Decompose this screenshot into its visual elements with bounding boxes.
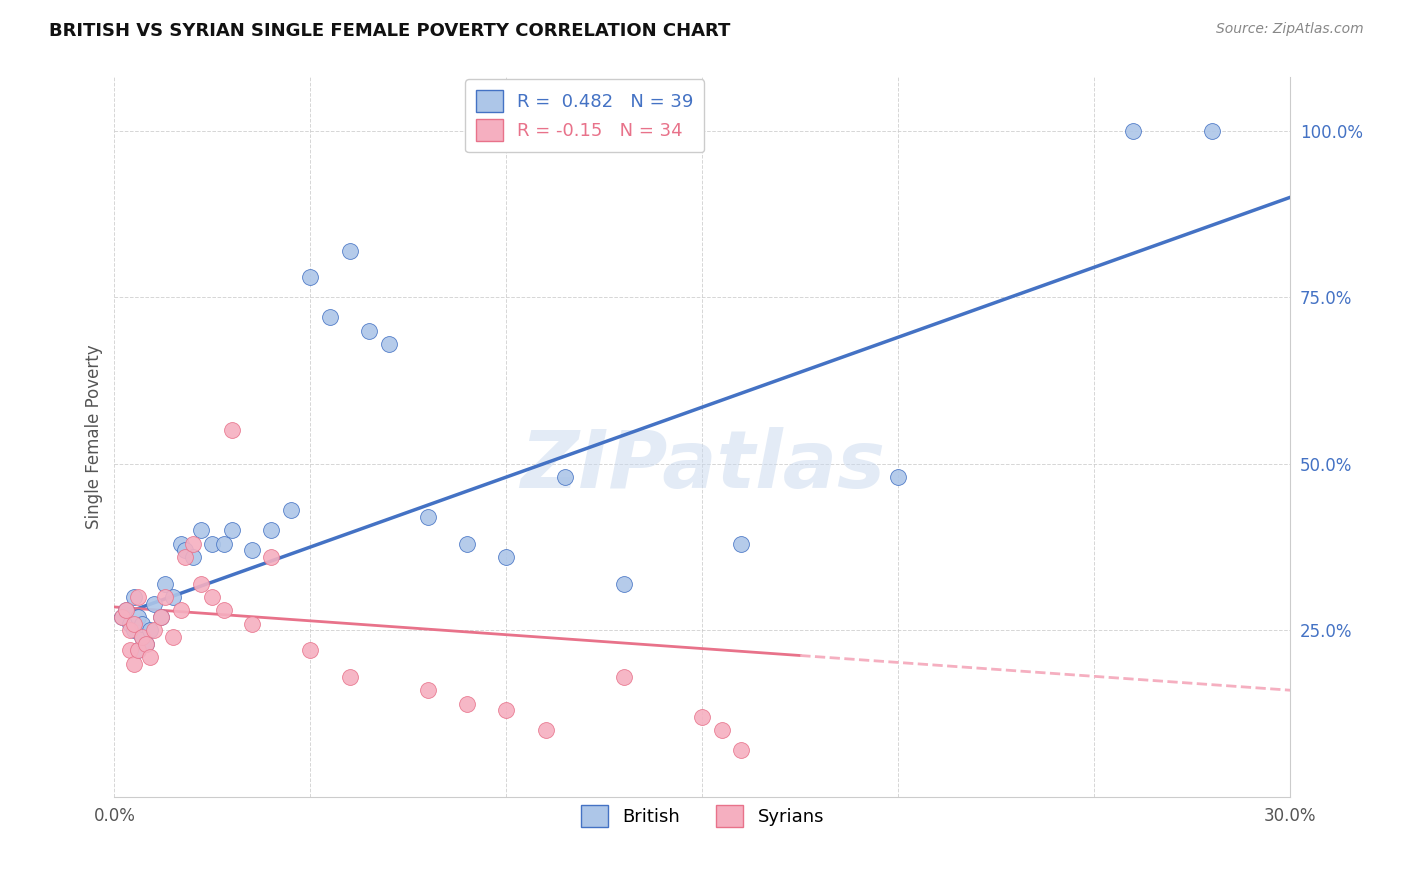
Point (1201, 124, 1223, 138)
Point (554, 470, 576, 484)
Point (122, 624, 145, 638)
Point (190, 576, 212, 591)
Point (111, 610, 134, 624)
Point (122, 590, 145, 604)
Point (122, 616, 145, 631)
Point (495, 703, 517, 717)
Point (201, 537, 224, 551)
Point (127, 590, 149, 604)
Point (170, 603, 193, 617)
Point (339, 244, 361, 258)
Point (690, 710, 713, 724)
Point (127, 643, 149, 657)
Point (181, 537, 204, 551)
Point (201, 590, 224, 604)
Point (120, 643, 142, 657)
Point (260, 549, 283, 564)
Point (135, 637, 157, 651)
Point (190, 524, 212, 538)
Point (155, 576, 177, 591)
Point (138, 649, 160, 664)
Point (127, 610, 149, 624)
Y-axis label: Single Female Poverty: Single Female Poverty (86, 345, 103, 530)
Point (710, 723, 733, 738)
Point (131, 630, 153, 644)
Point (280, 503, 302, 517)
Point (150, 610, 173, 624)
Point (240, 543, 263, 558)
Point (319, 310, 342, 325)
Text: Source: ZipAtlas.com: Source: ZipAtlas.com (1216, 22, 1364, 37)
Point (260, 524, 283, 538)
Point (122, 657, 145, 671)
Point (416, 683, 439, 698)
Point (120, 624, 142, 638)
Point (339, 670, 361, 684)
Point (1122, 124, 1144, 138)
Point (131, 630, 153, 644)
Point (142, 624, 165, 638)
Point (377, 336, 399, 351)
Point (115, 603, 138, 617)
Point (111, 610, 134, 624)
Point (212, 537, 235, 551)
Point (887, 470, 910, 484)
Point (138, 624, 160, 638)
Point (299, 643, 322, 657)
Point (162, 630, 184, 644)
Point (174, 543, 197, 558)
Point (135, 637, 157, 651)
Point (155, 590, 177, 604)
Point (120, 616, 142, 631)
Point (115, 603, 138, 617)
Point (299, 270, 322, 285)
Point (212, 603, 235, 617)
Point (359, 324, 381, 338)
Point (162, 590, 184, 604)
Point (416, 510, 439, 524)
Point (181, 549, 204, 564)
Point (240, 616, 263, 631)
Point (456, 537, 478, 551)
Point (221, 524, 243, 538)
Point (495, 549, 517, 564)
Point (534, 723, 557, 738)
Point (170, 537, 193, 551)
Point (150, 610, 173, 624)
Point (221, 424, 243, 438)
Text: BRITISH VS SYRIAN SINGLE FEMALE POVERTY CORRELATION CHART: BRITISH VS SYRIAN SINGLE FEMALE POVERTY … (49, 22, 731, 40)
Point (127, 643, 149, 657)
Point (613, 576, 636, 591)
Point (613, 670, 636, 684)
Point (730, 537, 752, 551)
Text: ZIPatlas: ZIPatlas (520, 427, 884, 505)
Point (456, 697, 478, 711)
Point (142, 597, 165, 611)
Legend: British, Syrians: British, Syrians (574, 798, 831, 835)
Point (730, 743, 752, 757)
Point (131, 616, 153, 631)
Point (174, 549, 197, 564)
